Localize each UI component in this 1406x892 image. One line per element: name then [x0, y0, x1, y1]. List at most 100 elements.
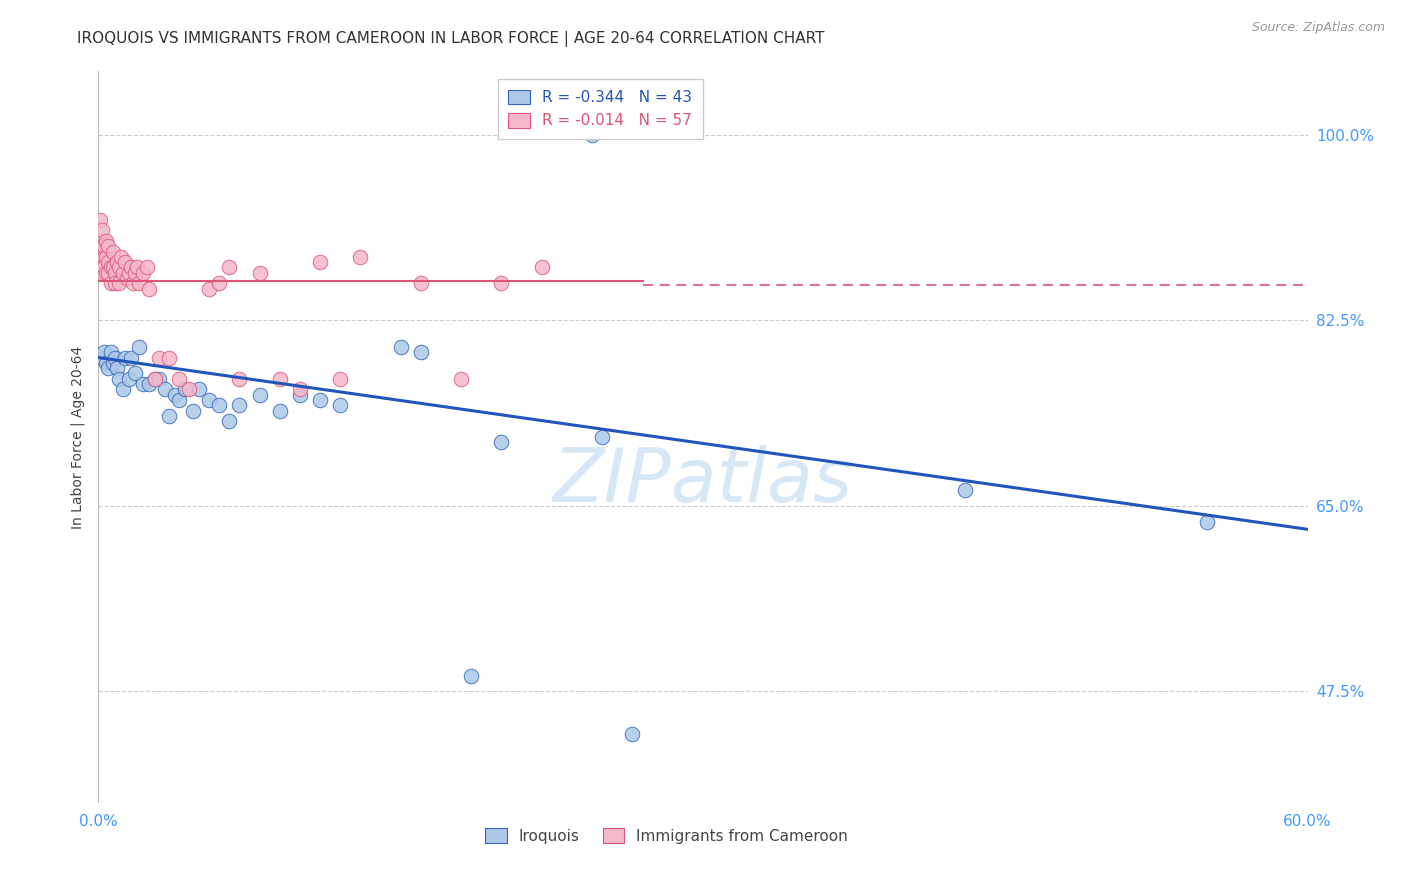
- Point: [163, 387, 186, 401]
- Point: [128, 277, 150, 291]
- Point: [96, 250, 118, 264]
- Point: [97, 255, 120, 269]
- Point: [329, 398, 352, 412]
- Point: [138, 377, 160, 392]
- Point: [491, 277, 513, 291]
- Point: [288, 387, 311, 401]
- Point: [110, 250, 132, 264]
- Point: [114, 351, 136, 365]
- Point: [148, 351, 170, 365]
- Point: [100, 345, 122, 359]
- Text: ZIPatlas: ZIPatlas: [553, 445, 853, 517]
- Point: [128, 340, 150, 354]
- Point: [124, 266, 146, 280]
- Point: [953, 483, 976, 497]
- Point: [188, 383, 211, 397]
- Point: [530, 260, 553, 275]
- Point: [138, 282, 160, 296]
- Point: [89, 212, 111, 227]
- Point: [249, 266, 271, 280]
- Point: [118, 266, 141, 280]
- Point: [97, 361, 120, 376]
- Y-axis label: In Labor Force | Age 20-64: In Labor Force | Age 20-64: [70, 345, 84, 529]
- Point: [1195, 515, 1218, 529]
- Point: [135, 260, 157, 275]
- Point: [269, 372, 291, 386]
- Point: [93, 345, 115, 359]
- Point: [269, 403, 291, 417]
- Point: [349, 250, 371, 264]
- Point: [249, 387, 271, 401]
- Point: [132, 377, 155, 392]
- Point: [621, 727, 644, 741]
- Point: [100, 277, 122, 291]
- Point: [181, 403, 204, 417]
- Point: [450, 372, 472, 386]
- Point: [96, 266, 118, 280]
- Point: [228, 398, 250, 412]
- Point: [96, 356, 118, 370]
- Point: [198, 282, 221, 296]
- Point: [153, 383, 176, 397]
- Point: [100, 260, 122, 275]
- Point: [96, 234, 118, 248]
- Point: [101, 260, 124, 275]
- Point: [101, 356, 124, 370]
- Point: [208, 398, 231, 412]
- Point: [132, 266, 155, 280]
- Point: [93, 260, 115, 275]
- Point: [167, 392, 190, 407]
- Point: [218, 260, 240, 275]
- Point: [115, 271, 138, 285]
- Point: [591, 430, 613, 444]
- Point: [157, 409, 180, 423]
- Point: [91, 239, 114, 253]
- Point: [179, 383, 201, 397]
- Point: [97, 239, 120, 253]
- Point: [124, 367, 146, 381]
- Point: [167, 372, 190, 386]
- Point: [198, 392, 221, 407]
- Point: [91, 266, 114, 280]
- Point: [91, 255, 114, 269]
- Point: [118, 372, 141, 386]
- Point: [409, 345, 432, 359]
- Point: [89, 234, 111, 248]
- Point: [91, 351, 114, 365]
- Point: [103, 351, 125, 365]
- Point: [389, 340, 412, 354]
- Point: [309, 255, 332, 269]
- Point: [120, 351, 142, 365]
- Point: [93, 239, 115, 253]
- Point: [107, 277, 129, 291]
- Point: [97, 266, 120, 280]
- Point: [91, 223, 114, 237]
- Point: [157, 351, 180, 365]
- Point: [89, 255, 111, 269]
- Point: [409, 277, 432, 291]
- Point: [460, 668, 482, 682]
- Point: [107, 372, 129, 386]
- Text: Source: ZipAtlas.com: Source: ZipAtlas.com: [1251, 21, 1385, 34]
- Point: [111, 383, 134, 397]
- Point: [491, 435, 513, 450]
- Point: [208, 277, 231, 291]
- Point: [148, 372, 170, 386]
- Point: [101, 244, 124, 259]
- Point: [228, 372, 250, 386]
- Point: [107, 260, 129, 275]
- Point: [288, 383, 311, 397]
- Point: [121, 277, 143, 291]
- Legend: Iroquois, Immigrants from Cameroon: Iroquois, Immigrants from Cameroon: [479, 822, 855, 850]
- Point: [581, 128, 603, 142]
- Point: [125, 260, 148, 275]
- Point: [329, 372, 352, 386]
- Point: [174, 383, 197, 397]
- Point: [105, 255, 128, 269]
- Point: [309, 392, 332, 407]
- Point: [93, 250, 115, 264]
- Point: [114, 255, 136, 269]
- Point: [103, 277, 125, 291]
- Point: [218, 414, 240, 428]
- Point: [143, 372, 166, 386]
